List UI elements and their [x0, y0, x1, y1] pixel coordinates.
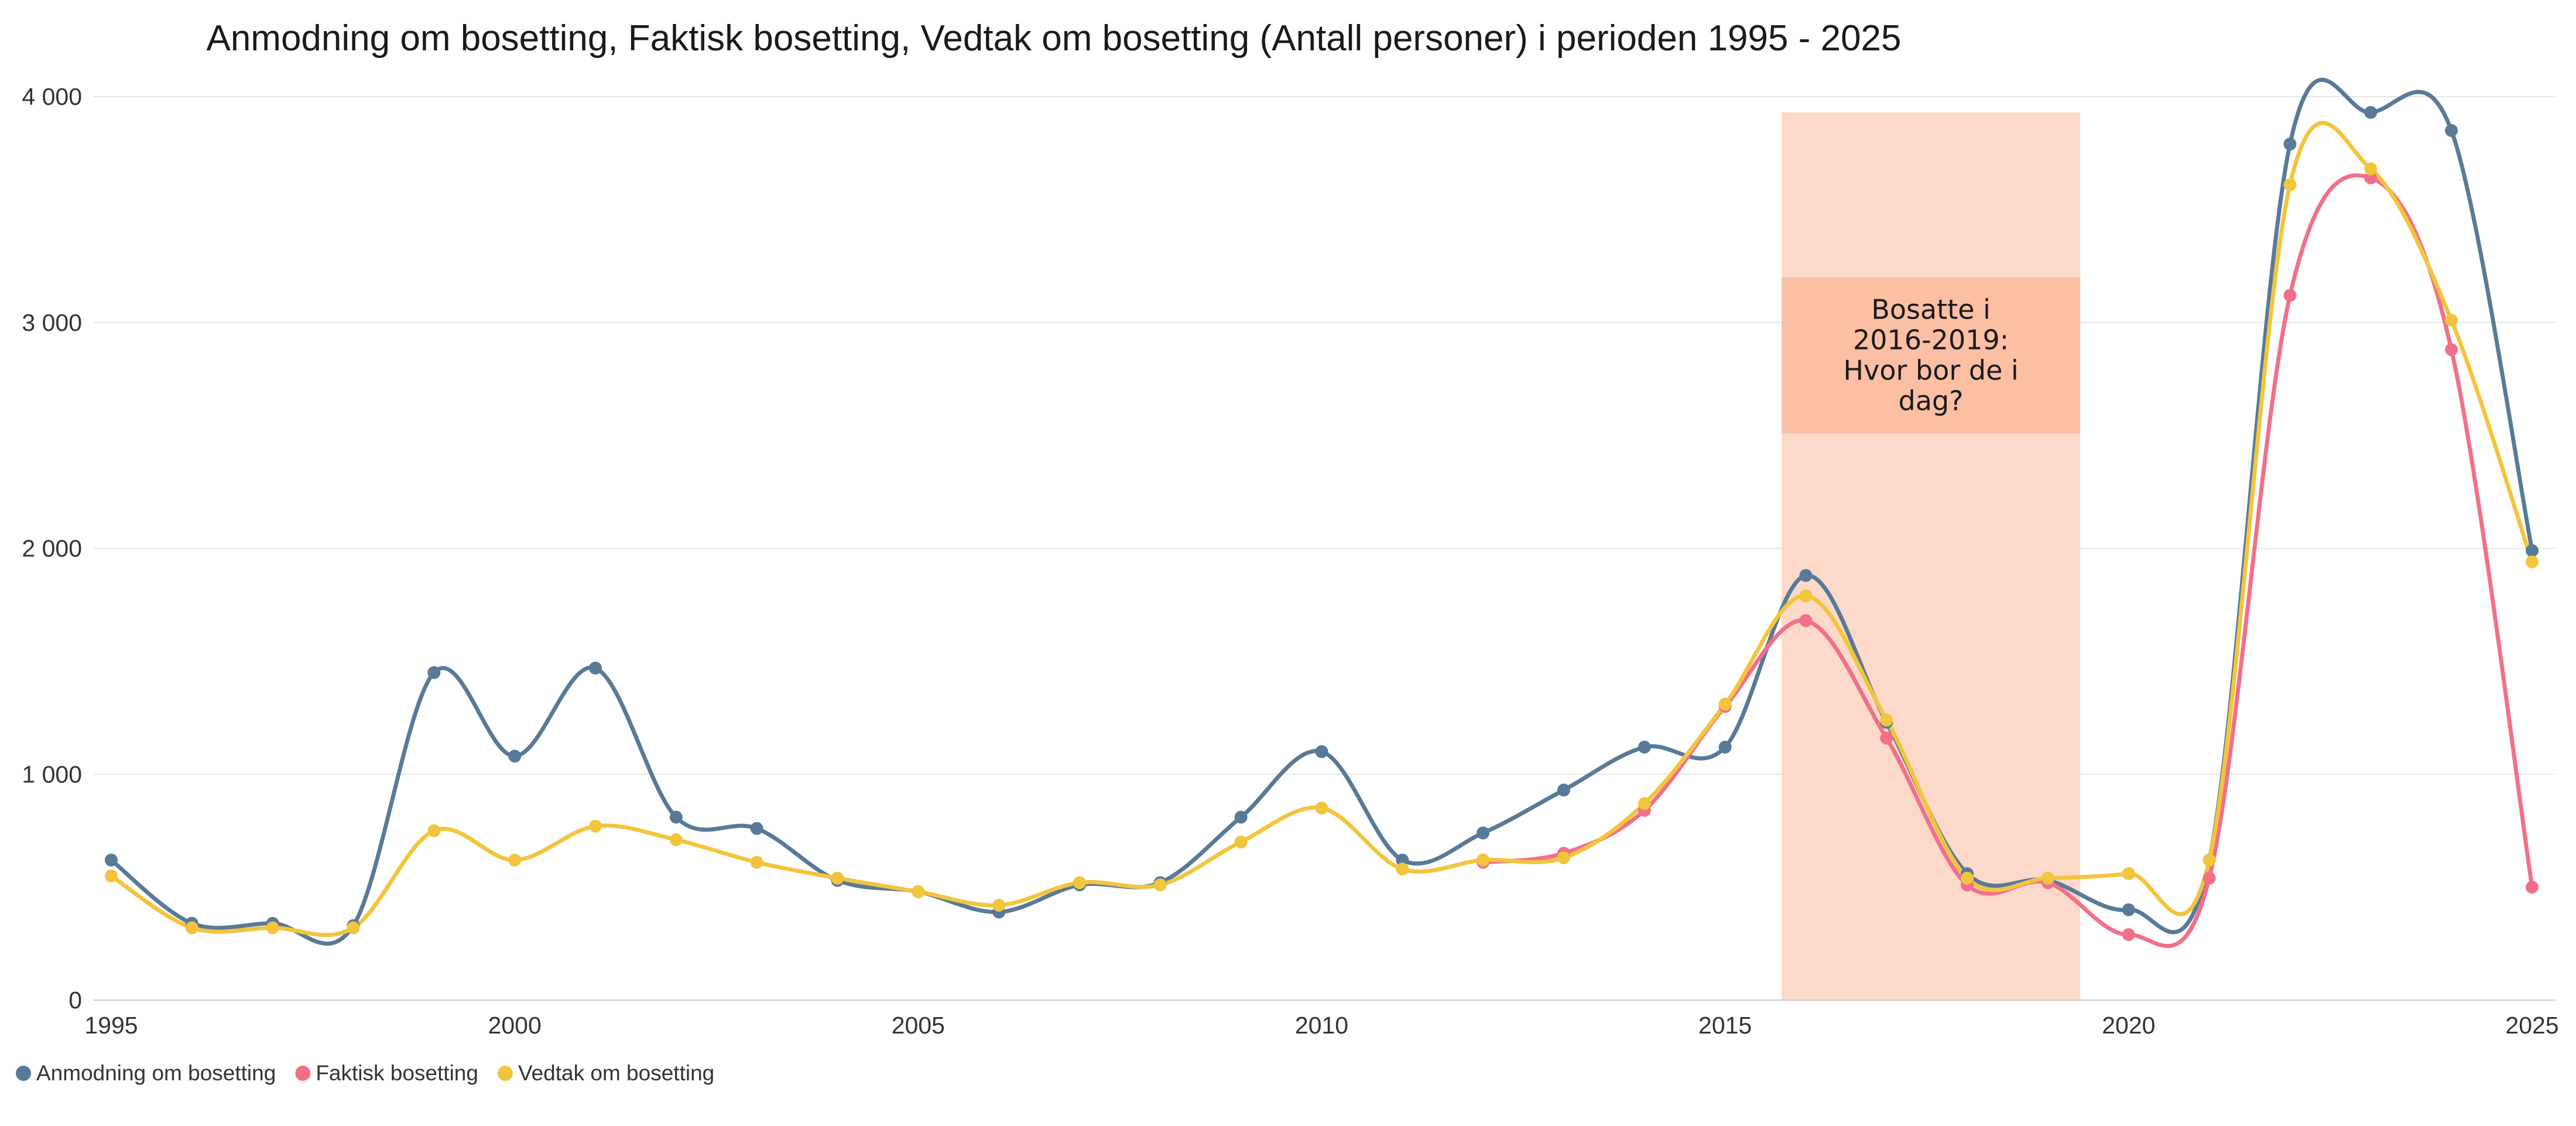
x-tick-label: 2005 [892, 1012, 945, 1039]
legend-marker [497, 1066, 513, 1081]
data-point [105, 869, 118, 882]
data-point [2283, 138, 2297, 151]
legend-marker [295, 1066, 311, 1081]
data-point [2445, 124, 2458, 137]
data-point [2526, 881, 2539, 894]
data-point [912, 885, 925, 898]
annotation-band [1782, 112, 2081, 1001]
data-point [2526, 555, 2539, 569]
data-point [1396, 863, 1409, 876]
data-point [992, 898, 1006, 912]
legend-label: Vedtak om bosetting [518, 1061, 714, 1085]
annotation-box [1782, 277, 2081, 433]
data-point [1880, 713, 1893, 727]
x-tick-label: 2025 [2505, 1012, 2558, 1039]
data-point [1477, 826, 1490, 840]
data-point [347, 921, 360, 935]
data-point [2283, 178, 2297, 191]
series-line-3 [109, 121, 2534, 937]
data-point [1557, 783, 1570, 797]
data-point [2445, 313, 2458, 327]
data-point [1477, 853, 1490, 867]
data-point [1073, 876, 1086, 889]
data-point [669, 833, 683, 847]
data-point [185, 921, 198, 935]
x-tick-label: 2020 [2102, 1012, 2155, 1039]
data-point [831, 871, 844, 885]
grid [94, 96, 2556, 775]
data-point [508, 853, 522, 867]
legend: Anmodning om bosetting Faktisk bosetting V… [16, 1061, 714, 1085]
data-point [2526, 544, 2539, 557]
data-point [1718, 697, 1732, 711]
data-point [1557, 851, 1570, 864]
data-point [105, 853, 118, 867]
x-tick-label: 2000 [488, 1012, 542, 1039]
axes: 0 1 000 2 000 3 000 4 000 1995 2000 2005 2010 201… [22, 83, 2558, 1039]
data-point [1234, 810, 1248, 824]
data-point [1718, 740, 1732, 754]
chart-title: Anmodning om bosetting, Faktisk bosettin… [206, 18, 1901, 59]
annotation-band-rect [1782, 112, 2081, 1001]
data-point [589, 819, 602, 833]
data-point [2122, 928, 2135, 942]
data-point [1880, 731, 1893, 745]
data-point [427, 824, 441, 837]
legend-label: Faktisk bosetting [316, 1061, 478, 1085]
data-point [1153, 878, 1167, 892]
data-point [2122, 867, 2135, 880]
data-point [1799, 589, 1813, 603]
data-point [2445, 343, 2458, 357]
data-point [1234, 835, 1248, 848]
x-tick-label: 2010 [1295, 1012, 1348, 1039]
y-tick-label: 4 000 [22, 83, 82, 110]
data-point [1961, 871, 1974, 885]
data-point [508, 749, 522, 763]
data-point [750, 822, 763, 835]
legend-marker [16, 1066, 31, 1081]
series-points [105, 106, 2539, 942]
data-point [2364, 106, 2378, 119]
data-point [2041, 871, 2054, 885]
y-tick-label: 2 000 [22, 535, 82, 562]
x-tick-label: 1995 [84, 1012, 138, 1039]
x-tick-label: 2015 [1698, 1012, 1752, 1039]
legend-label: Anmodning om bosetting [36, 1061, 276, 1085]
data-point [266, 921, 279, 935]
data-point [2364, 162, 2378, 176]
data-point [1315, 802, 1328, 815]
series-lines [109, 77, 2534, 949]
y-tick-label: 0 [68, 987, 82, 1014]
y-tick-label: 1 000 [22, 761, 82, 788]
data-point [1638, 740, 1651, 754]
data-point [2122, 903, 2135, 916]
data-point [1799, 569, 1813, 582]
annotation-line: Bosatte i [1871, 294, 1991, 326]
annotation-line: Hvor bor de i [1844, 355, 2019, 386]
data-point [589, 661, 602, 675]
data-point [2202, 871, 2216, 885]
annotation-line: dag? [1899, 385, 1964, 417]
data-point [1638, 797, 1651, 810]
data-point [1315, 745, 1328, 758]
annotation-line: 2016-2019: [1853, 324, 2009, 356]
data-point [2283, 289, 2297, 302]
data-point [750, 855, 763, 869]
data-point [1396, 853, 1409, 867]
y-tick-label: 3 000 [22, 309, 82, 336]
data-point [2364, 171, 2378, 184]
data-point [2202, 853, 2216, 867]
data-point [669, 810, 683, 824]
data-point [1799, 614, 1813, 627]
data-point [427, 666, 441, 679]
